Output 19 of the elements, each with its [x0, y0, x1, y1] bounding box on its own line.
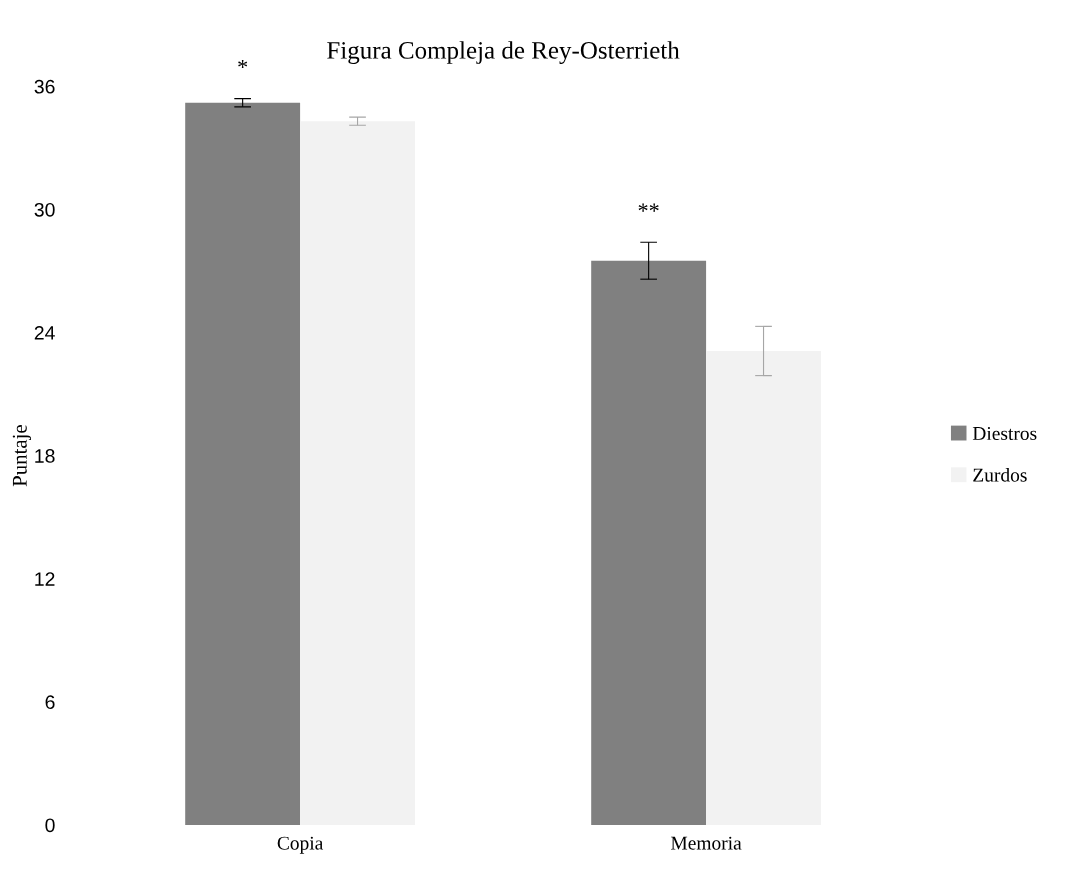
y-axis-title: Puntaje [12, 425, 32, 487]
legend-label: Zurdos [973, 467, 1027, 482]
chart-title: Figura Compleja de Rey-Osterrieth [327, 41, 680, 64]
y-tick-label: 6 [45, 695, 55, 710]
y-tick-label: 0 [45, 818, 55, 833]
y-tick-label: 36 [34, 79, 55, 94]
annotation: ** [638, 203, 659, 212]
y-tick-label: 18 [35, 449, 55, 463]
y-tick-label: 12 [35, 572, 55, 586]
bar [300, 121, 415, 825]
x-tick-label: Memoria [671, 836, 742, 850]
y-tick-label: 30 [34, 202, 55, 217]
bar [706, 350, 821, 825]
x-tick-label: Copia [277, 836, 324, 854]
y-tick-label: 24 [34, 325, 55, 340]
text: * [238, 59, 248, 69]
bar [185, 102, 301, 825]
bar [591, 260, 707, 825]
legend-label: Diestros [972, 426, 1037, 440]
